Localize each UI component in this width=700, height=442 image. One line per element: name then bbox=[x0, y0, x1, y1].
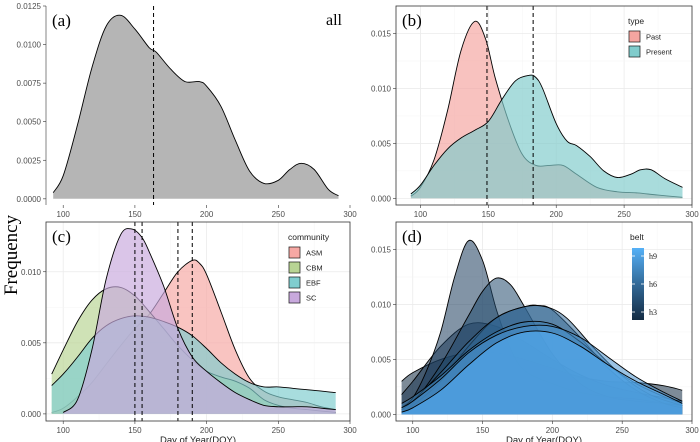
y-tick-label: 0.010 bbox=[371, 300, 392, 309]
area-SC bbox=[63, 228, 336, 414]
x-tick-label: 250 bbox=[616, 426, 630, 435]
x-axis-title: Day of Year(DOY) bbox=[506, 435, 582, 442]
x-tick-label: 200 bbox=[200, 426, 214, 435]
x-tick-label: 250 bbox=[617, 210, 631, 219]
x-tick-label: 100 bbox=[414, 210, 428, 219]
series-group bbox=[401, 239, 683, 415]
x-tick-label: 200 bbox=[200, 210, 214, 219]
y-tick-label: 0.005 bbox=[371, 139, 392, 148]
panel-label: (a) bbox=[52, 11, 71, 30]
y-tick-label: 0.000 bbox=[21, 410, 42, 419]
panel-label: (b) bbox=[402, 11, 422, 30]
y-tick-label: 0.000 bbox=[371, 194, 392, 203]
y-tick-label: 0.010 bbox=[371, 84, 392, 93]
x-tick-label: 150 bbox=[476, 426, 490, 435]
y-tick-label: 0.010 bbox=[21, 268, 42, 277]
legend-label: CBM bbox=[306, 264, 323, 273]
legend: community ASM CBM EBF SC bbox=[288, 232, 330, 304]
density-line-h9 bbox=[401, 330, 683, 413]
x-tick-label: 150 bbox=[128, 210, 142, 219]
y-tick-label: 0.0075 bbox=[17, 79, 42, 88]
panel-c: 100 150 200 250 300 0.000 0.005 0.010 Day of Yea… bbox=[21, 221, 357, 442]
y-tick-label: 0.0125 bbox=[17, 2, 42, 11]
x-tick-label: 200 bbox=[546, 426, 560, 435]
panel-border bbox=[395, 221, 693, 422]
x-axis-title: Day of Year(DOY) bbox=[160, 435, 236, 442]
colorbar-label: h6 bbox=[649, 280, 657, 289]
legend-key-CBM bbox=[288, 261, 301, 274]
density-line-all bbox=[52, 14, 339, 197]
legend-key-EBF bbox=[288, 276, 301, 289]
legend-key-Past bbox=[628, 30, 641, 43]
y-tick-label: 0.0025 bbox=[17, 156, 42, 165]
legend-title: type bbox=[628, 16, 644, 26]
colorbar-label: h3 bbox=[649, 308, 657, 317]
legend-key-SC bbox=[288, 291, 301, 304]
y-tick-label: 0.005 bbox=[371, 355, 392, 364]
x-tick-label: 100 bbox=[57, 426, 71, 435]
y-tick-label: 0.015 bbox=[371, 29, 392, 38]
colorbar bbox=[632, 248, 644, 320]
figure-ylabel: Frequency bbox=[1, 214, 23, 296]
x-tick-label: 250 bbox=[272, 210, 286, 219]
y-tick-label: 0.005 bbox=[21, 339, 42, 348]
density-line-Present bbox=[410, 74, 683, 195]
area-Present bbox=[410, 75, 683, 199]
series-group bbox=[51, 228, 336, 414]
y-tick-label: 0.0050 bbox=[17, 118, 42, 127]
area-h9 bbox=[401, 330, 683, 415]
area-all bbox=[53, 15, 339, 199]
x-tick-label: 300 bbox=[685, 210, 699, 219]
legend-label: ASM bbox=[306, 249, 322, 258]
legend: belt h9 h6 h3 bbox=[630, 232, 657, 320]
panel-border bbox=[395, 5, 693, 206]
colorbar-label: h9 bbox=[649, 252, 657, 261]
legend-label: Past bbox=[646, 33, 662, 42]
panel-label: (d) bbox=[402, 227, 422, 246]
x-tick-label: 150 bbox=[128, 426, 142, 435]
panel-a: 100 150 200 250 300 0.0000 0.0025 0.0050 0.0075 0… bbox=[17, 2, 358, 219]
series-group bbox=[52, 14, 339, 199]
legend-key-ASM bbox=[288, 246, 301, 259]
panel-border bbox=[45, 221, 351, 422]
panel-label: (c) bbox=[52, 227, 71, 246]
x-tick-label: 300 bbox=[685, 426, 699, 435]
x-tick-label: 100 bbox=[406, 426, 420, 435]
x-tick-label: 150 bbox=[482, 210, 496, 219]
legend-key-Present bbox=[628, 45, 641, 58]
panel-b: 100 150 200 250 300 0.000 0.005 0.010 0.015 (b) ty… bbox=[371, 5, 699, 219]
legend-title: belt bbox=[630, 232, 644, 242]
legend-title: community bbox=[288, 232, 330, 242]
y-tick-label: 0.0000 bbox=[17, 195, 42, 204]
panel-corner-label: all bbox=[326, 12, 343, 29]
panel-d: 100 150 200 250 300 0.000 0.005 0.010 0.015 Day o… bbox=[371, 221, 699, 442]
x-tick-label: 300 bbox=[343, 210, 357, 219]
density-line-h8 bbox=[401, 324, 683, 409]
y-tick-label: 0.015 bbox=[371, 245, 392, 254]
legend-label: SC bbox=[306, 294, 317, 303]
y-tick-label: 0.000 bbox=[371, 410, 392, 419]
x-tick-label: 300 bbox=[343, 426, 357, 435]
legend-label: Present bbox=[646, 48, 673, 57]
x-tick-label: 250 bbox=[272, 426, 286, 435]
y-tick-label: 0.0100 bbox=[17, 41, 42, 50]
x-tick-label: 100 bbox=[57, 210, 71, 219]
legend-label: EBF bbox=[306, 279, 321, 288]
series-group bbox=[410, 20, 683, 199]
x-tick-label: 200 bbox=[550, 210, 564, 219]
